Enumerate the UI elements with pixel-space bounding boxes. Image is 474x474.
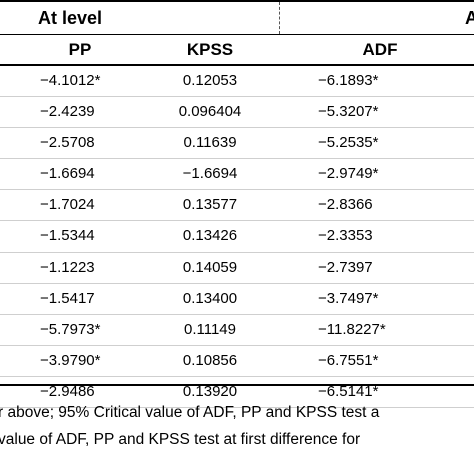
cell-adf: −2.7397 — [318, 258, 373, 276]
table-row: −2.4239 0.096404 −5.3207* — [0, 97, 474, 129]
group-rule — [0, 34, 474, 35]
table-row: −2.9486 0.13920 −6.5141* — [0, 377, 474, 409]
table-note-line-2: value of ADF, PP and KPSS test at first … — [0, 431, 361, 448]
cell-pp: −1.5344 — [40, 227, 95, 245]
cell-kpss: 0.096404 — [178, 103, 242, 121]
cell-kpss: 0.11149 — [184, 320, 236, 338]
column-header-row: PP KPSS ADF — [0, 36, 474, 64]
cell-kpss: 0.13577 — [182, 196, 238, 214]
cell-pp: −2.4239 — [40, 103, 95, 121]
table-row: −5.7973* 0.11149 −11.8227* — [0, 315, 474, 346]
cell-adf: −3.7497* — [318, 289, 379, 307]
cell-kpss: 0.13920 — [182, 382, 238, 400]
cell-kpss: 0.12053 — [182, 72, 238, 89]
cell-kpss: −1.6694 — [182, 165, 238, 183]
cell-adf: −5.3207* — [318, 103, 379, 121]
table-row: −1.1223 0.14059 −2.7397 — [0, 253, 474, 284]
table-row: −4.1012* 0.12053 −6.1893* — [0, 66, 474, 98]
table-note-line-1: r above; 95% Critical value of ADF, PP a… — [0, 404, 380, 421]
table-row: −1.7024 0.13577 −2.8366 — [0, 190, 474, 222]
table-body: −4.1012* 0.12053 −6.1893* −2.4239 0.0964… — [0, 66, 474, 409]
cell-pp: −1.1223 — [40, 258, 95, 276]
cell-pp: −1.7024 — [40, 196, 95, 214]
group-divider — [279, 2, 280, 34]
cell-kpss: 0.13400 — [182, 289, 238, 307]
cell-adf: −2.9749* — [318, 165, 379, 183]
table-row: −1.5344 0.13426 −2.3353 — [0, 221, 474, 253]
cell-adf: −5.2535* — [318, 134, 379, 152]
column-header-adf: ADF — [362, 40, 398, 59]
column-header-kpss: KPSS — [186, 40, 234, 59]
cell-pp: −2.5708 — [40, 134, 95, 152]
header-rule — [0, 64, 474, 66]
cell-kpss: 0.10856 — [182, 351, 238, 369]
cell-pp: −1.6694 — [40, 165, 95, 183]
cell-pp: −1.5417 — [40, 289, 95, 307]
cell-pp: −5.7973* — [40, 320, 101, 338]
group-header-at-level: At level — [38, 8, 103, 28]
bottom-rule — [0, 384, 474, 386]
cell-adf: −2.3353 — [318, 227, 373, 245]
cell-adf: −6.5141* — [318, 382, 379, 400]
cell-pp: −3.9790* — [40, 351, 101, 369]
cell-kpss: 0.14059 — [182, 258, 238, 276]
table-row: −1.5417 0.13400 −3.7497* — [0, 284, 474, 315]
table-row: −2.5708 0.11639 −5.2535* — [0, 128, 474, 160]
cell-kpss: 0.11639 — [183, 134, 237, 152]
table-row: −1.6694 −1.6694 −2.9749* — [0, 159, 474, 191]
cell-adf: −2.8366 — [318, 196, 373, 214]
cell-adf: −6.7551* — [318, 351, 379, 369]
top-rule — [0, 0, 474, 2]
group-header-next: A — [465, 8, 474, 28]
table-row: −3.9790* 0.10856 −6.7551* — [0, 346, 474, 377]
cell-pp: −4.1012* — [40, 72, 101, 89]
cell-adf: −11.8227* — [318, 320, 386, 338]
cell-adf: −6.1893* — [318, 72, 379, 89]
column-header-pp: PP — [68, 40, 92, 59]
cell-pp: −2.9486 — [40, 382, 95, 400]
cell-kpss: 0.13426 — [182, 227, 238, 245]
